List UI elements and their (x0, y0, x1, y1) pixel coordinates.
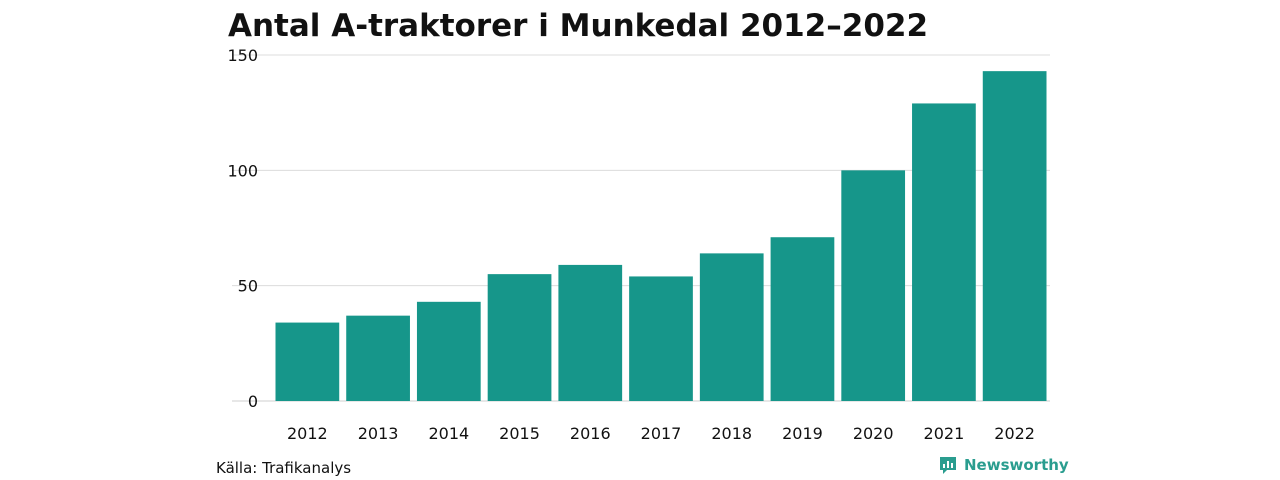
brand-name: Newsworthy (964, 456, 1069, 474)
x-tick-label: 2013 (358, 424, 399, 443)
y-tick-label: 150 (227, 46, 258, 65)
bar-2021 (912, 103, 976, 401)
brand-logo: Newsworthy (938, 455, 1069, 475)
bar-2019 (770, 237, 835, 401)
x-tick-label: 2012 (287, 424, 328, 443)
x-tick-label: 2016 (570, 424, 611, 443)
x-tick-label: 2020 (853, 424, 894, 443)
bar-2017 (629, 276, 693, 401)
x-tick-label: 2019 (782, 424, 823, 443)
bar-2013 (346, 315, 410, 401)
x-tick-label: 2018 (711, 424, 752, 443)
chart-title: Antal A-traktorer i Munkedal 2012–2022 (228, 8, 929, 44)
y-tick-label: 50 (238, 277, 258, 296)
x-tick-label: 2022 (994, 424, 1035, 443)
bar-2018 (699, 253, 764, 401)
bar-2015 (487, 274, 552, 401)
source-note: Källa: Trafikanalys (216, 459, 352, 477)
x-tick-label: 2017 (641, 424, 682, 443)
x-tick-label: 2015 (499, 424, 540, 443)
bars (275, 71, 1047, 401)
bar-2016 (558, 264, 623, 401)
bar-2012 (275, 322, 340, 401)
x-tick-label: 2014 (428, 424, 469, 443)
x-tick-label: 2021 (924, 424, 965, 443)
bar-2014 (416, 301, 481, 401)
bar-2020 (841, 170, 906, 401)
newsworthy-logo-icon (940, 457, 956, 474)
bar-2022 (982, 71, 1047, 401)
y-tick-label: 100 (227, 161, 258, 180)
x-axis-tick-labels: 2012 2013 2014 2015 2016 2017 2018 2019 2020 2021… (287, 424, 1035, 443)
y-axis-tick-labels: 0 50 100 150 (227, 46, 258, 411)
y-tick-label: 0 (248, 392, 258, 411)
